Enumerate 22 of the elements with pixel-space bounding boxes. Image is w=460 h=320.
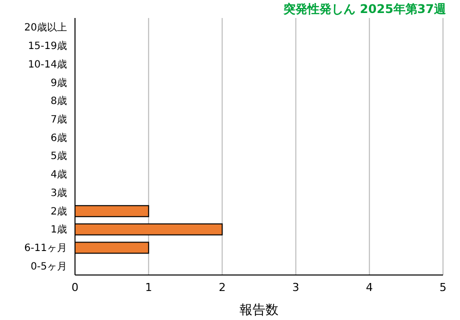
- y-tick-label: 6歳: [50, 132, 67, 144]
- x-tick-label: 3: [292, 280, 300, 294]
- x-tick-label: 1: [145, 280, 152, 294]
- y-tick-label: 4歳: [50, 168, 67, 181]
- x-tick-label: 4: [366, 280, 373, 294]
- y-tick-label: 2歳: [50, 205, 67, 218]
- y-tick-label: 9歳: [50, 76, 67, 89]
- x-tick-label: 5: [440, 280, 446, 294]
- y-tick-label: 8歳: [50, 95, 67, 108]
- y-tick-label: 6-11ヶ月: [24, 243, 67, 254]
- x-tick-label: 0: [72, 280, 78, 294]
- y-tick-label: 15-19歳: [28, 40, 67, 52]
- x-axis-title: 報告数: [240, 303, 278, 318]
- y-tick-label: 20歳以上: [24, 22, 67, 34]
- y-tick-label: 10-14歳: [28, 58, 67, 70]
- y-tick-label: 1歳: [50, 224, 67, 236]
- y-tick-label: 0-5ヶ月: [30, 261, 67, 272]
- x-tick-label: 2: [218, 280, 226, 294]
- y-tick-label: 7歳: [50, 114, 67, 126]
- y-tick-label: 5歳: [50, 150, 67, 162]
- chart-title: 突発性発しん 2025年第37週: [284, 1, 446, 18]
- y-tick-label: 3歳: [50, 186, 67, 199]
